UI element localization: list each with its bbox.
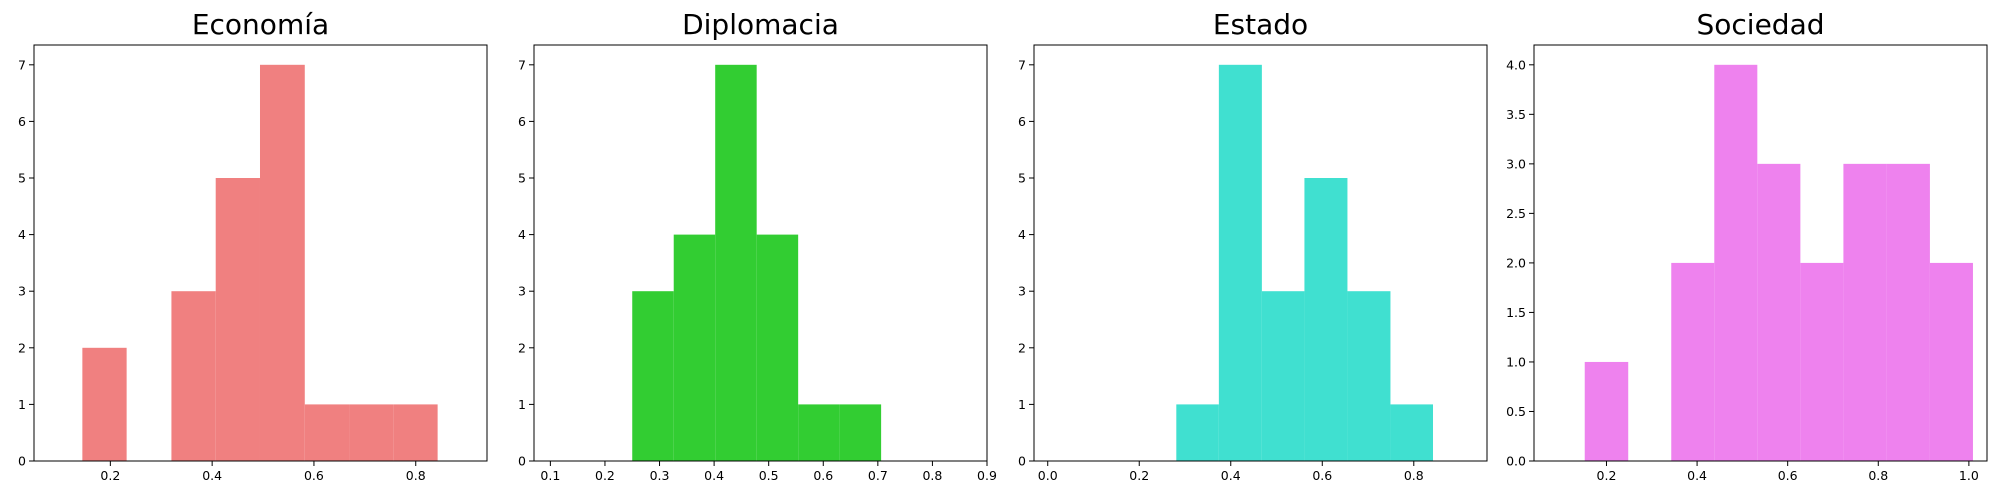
y-tick-label: 2.5 bbox=[1506, 206, 1526, 221]
y-tick-label: 4 bbox=[1018, 227, 1026, 242]
y-tick-label: 1 bbox=[518, 397, 526, 412]
y-tick-label: 3.5 bbox=[1506, 107, 1526, 122]
x-tick-label: 0.0 bbox=[1038, 468, 1058, 483]
histogram-bar bbox=[673, 234, 716, 461]
histogram-bar bbox=[1584, 361, 1629, 461]
histogram-bar bbox=[1886, 163, 1930, 461]
histogram-bar bbox=[1347, 291, 1391, 461]
histogram-bar bbox=[1390, 404, 1434, 461]
y-tick-label: 1 bbox=[18, 397, 26, 412]
x-tick-label: 0.4 bbox=[202, 468, 222, 483]
x-tick-label: 0.4 bbox=[1687, 468, 1707, 483]
histogram-bar bbox=[349, 404, 394, 461]
plot-frame bbox=[533, 44, 988, 462]
y-tick-label: 5 bbox=[1018, 171, 1026, 186]
plot-frame bbox=[33, 44, 488, 462]
y-tick-label: 0 bbox=[518, 454, 526, 469]
y-tick-label: 1.0 bbox=[1506, 354, 1526, 369]
y-tick-label: 2 bbox=[18, 340, 26, 355]
y-tick-label: 4.0 bbox=[1506, 57, 1526, 72]
histogram-bar bbox=[1176, 404, 1219, 461]
y-tick-label: 5 bbox=[18, 171, 26, 186]
histogram-bar bbox=[839, 404, 882, 461]
histogram-bar bbox=[1843, 163, 1887, 461]
y-tick-label: 7 bbox=[18, 57, 26, 72]
histogram-bar bbox=[1261, 291, 1305, 461]
y-tick-label: 1.5 bbox=[1506, 305, 1526, 320]
y-tick-label: 5 bbox=[518, 171, 526, 186]
histogram-bar bbox=[1304, 178, 1348, 461]
x-tick-label: 0.8 bbox=[1868, 468, 1888, 483]
x-tick-label: 0.2 bbox=[1129, 468, 1149, 483]
histogram-bar bbox=[756, 234, 799, 461]
histogram-bar bbox=[393, 404, 438, 461]
y-tick-label: 3 bbox=[1018, 284, 1026, 299]
x-tick-label: 0.1 bbox=[540, 468, 560, 483]
x-tick-label: 0.6 bbox=[813, 468, 833, 483]
y-tick-label: 0.0 bbox=[1506, 454, 1526, 469]
y-tick-label: 4 bbox=[18, 227, 26, 242]
x-tick-label: 0.2 bbox=[1597, 468, 1617, 483]
x-tick-label: 0.7 bbox=[868, 468, 888, 483]
x-tick-label: 0.9 bbox=[977, 468, 997, 483]
y-tick-label: 0 bbox=[1018, 454, 1026, 469]
histogram-bar bbox=[171, 291, 216, 461]
y-tick-label: 1 bbox=[1018, 397, 1026, 412]
panel-title: Sociedad bbox=[1696, 8, 1824, 41]
x-tick-label: 0.4 bbox=[1221, 468, 1241, 483]
y-tick-label: 6 bbox=[18, 114, 26, 129]
x-tick-label: 0.6 bbox=[1778, 468, 1798, 483]
x-tick-label: 1.0 bbox=[1959, 468, 1979, 483]
histogram-bar bbox=[259, 64, 305, 462]
y-tick-label: 0.5 bbox=[1506, 404, 1526, 419]
y-tick-label: 2.0 bbox=[1506, 255, 1526, 270]
histogram-bar bbox=[715, 64, 757, 462]
y-tick-label: 3.0 bbox=[1506, 156, 1526, 171]
y-tick-label: 3 bbox=[518, 284, 526, 299]
y-tick-label: 3 bbox=[18, 284, 26, 299]
histogram-bar bbox=[798, 404, 840, 461]
y-tick-label: 7 bbox=[518, 57, 526, 72]
panel-title: Estado bbox=[1213, 8, 1308, 41]
x-tick-label: 0.2 bbox=[595, 468, 615, 483]
y-tick-label: 6 bbox=[518, 114, 526, 129]
histogram-bar bbox=[1671, 262, 1715, 461]
histogram-bar bbox=[1929, 262, 1973, 461]
x-tick-label: 0.5 bbox=[759, 468, 779, 483]
x-tick-label: 0.8 bbox=[1404, 468, 1424, 483]
x-tick-label: 0.6 bbox=[1312, 468, 1332, 483]
y-tick-label: 0 bbox=[18, 454, 26, 469]
histogram-panel-3: Sociedad 0.0 0.5 1.0 1.5 2.0 2.5 3.0 3.5 4.0 0.2 0.… bbox=[1506, 8, 1988, 483]
histogram-bar bbox=[1800, 262, 1844, 461]
x-tick-label: 0.6 bbox=[304, 468, 324, 483]
x-tick-label: 0.4 bbox=[704, 468, 724, 483]
panel-title: Diplomacia bbox=[682, 8, 839, 41]
y-tick-label: 4 bbox=[518, 227, 526, 242]
histogram-bar bbox=[304, 404, 350, 461]
histogram-bar bbox=[632, 291, 674, 461]
plot-frame bbox=[1033, 44, 1488, 462]
histogram-bar bbox=[1218, 64, 1262, 462]
histogram-panel-2: Estado 0 1 2 3 4 5 6 7 0.0 0.2 0.4 0.6 0.8 bbox=[1018, 8, 1488, 483]
plot-frame bbox=[1533, 44, 1988, 462]
histogram-bar bbox=[215, 178, 260, 461]
x-tick-label: 0.3 bbox=[650, 468, 670, 483]
y-tick-label: 7 bbox=[1018, 57, 1026, 72]
y-tick-label: 6 bbox=[1018, 114, 1026, 129]
histogram-panel-1: Diplomacia 0 1 2 3 4 5 6 7 0.1 0.2 0.3 0.4 0.5 0.6 0.7 0… bbox=[518, 8, 997, 483]
y-tick-label: 2 bbox=[518, 340, 526, 355]
histogram-bar bbox=[1757, 163, 1801, 461]
histogram-panel-0: Economía 0 1 2 3 4 5 6 7 0.2 0.4 0.6 0.8 bbox=[18, 8, 488, 483]
y-tick-label: 2 bbox=[1018, 340, 1026, 355]
histogram-bar bbox=[82, 347, 127, 461]
x-tick-label: 0.8 bbox=[406, 468, 426, 483]
histogram-bar bbox=[1714, 64, 1758, 462]
x-tick-label: 0.8 bbox=[922, 468, 942, 483]
x-tick-label: 0.2 bbox=[100, 468, 120, 483]
panel-title: Economía bbox=[192, 8, 329, 41]
